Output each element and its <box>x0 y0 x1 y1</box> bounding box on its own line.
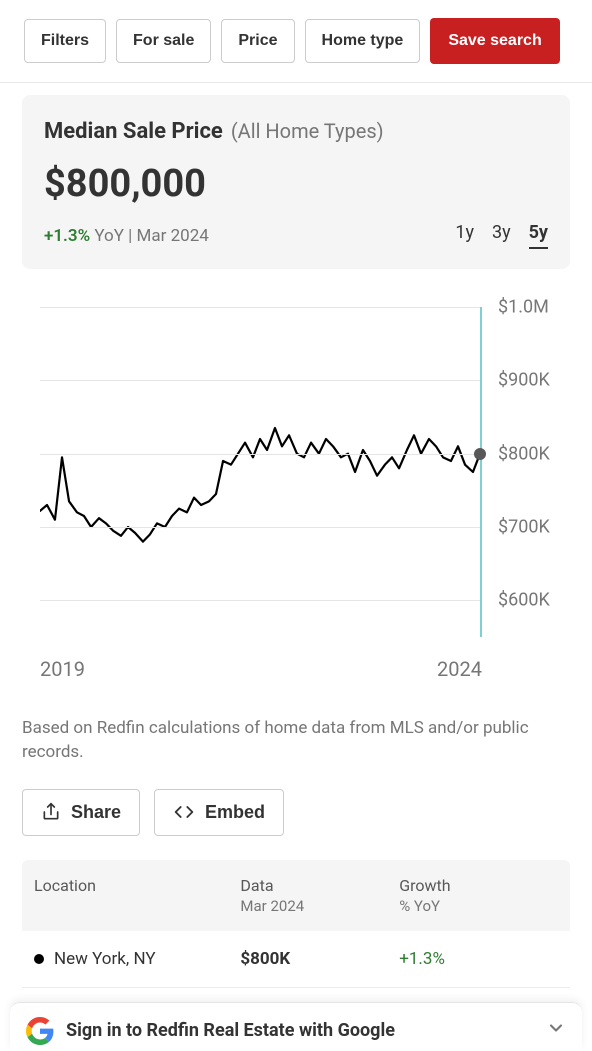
median-price-value: $800,000 <box>44 162 548 206</box>
y-tick-label: $700K <box>498 517 550 538</box>
share-button[interactable]: Share <box>22 789 140 836</box>
range-tab-3y[interactable]: 3y <box>492 222 511 249</box>
google-icon <box>26 1017 54 1045</box>
y-tick-label: $900K <box>498 370 550 391</box>
y-tick-label: $1.0M <box>498 297 549 318</box>
filters-button[interactable]: Filters <box>24 19 106 63</box>
th-data-label: Data <box>240 876 273 895</box>
x-axis-labels: 2019 2024 <box>40 657 482 681</box>
code-icon <box>173 802 195 822</box>
card-title: Median Sale Price <box>44 119 223 144</box>
chart-container: $600K$700K$800K$900K$1.0M 2019 2024 <box>22 307 570 681</box>
th-growth-label: Growth <box>399 876 450 895</box>
th-location: Location <box>34 876 240 915</box>
for-sale-button[interactable]: For sale <box>116 19 211 63</box>
share-label: Share <box>71 802 121 823</box>
y-tick-label: $800K <box>498 443 550 464</box>
range-tabs: 1y 3y 5y <box>455 222 548 249</box>
footnote: Based on Redfin calculations of home dat… <box>22 717 570 765</box>
row-growth: +1.3% <box>399 949 558 969</box>
th-growth: Growth % YoY <box>399 876 558 915</box>
th-data-sub: Mar 2024 <box>240 897 399 915</box>
y-tick-label: $600K <box>498 590 550 611</box>
embed-button[interactable]: Embed <box>154 789 284 836</box>
card-subtitle: (All Home Types) <box>231 119 384 143</box>
chevron-down-icon <box>546 1018 566 1044</box>
y-axis-labels: $600K$700K$800K$900K$1.0M <box>482 307 570 637</box>
range-tab-5y[interactable]: 5y <box>529 222 548 249</box>
th-data: Data Mar 2024 <box>240 876 399 915</box>
x-label-end: 2024 <box>437 657 482 681</box>
price-button[interactable]: Price <box>221 19 294 63</box>
data-table: Location Data Mar 2024 Growth % YoY New … <box>22 860 570 988</box>
summary-card: Median Sale Price (All Home Types) $800,… <box>22 95 570 269</box>
chart-plot[interactable] <box>22 307 482 637</box>
table-row[interactable]: New York, NY $800K +1.3% <box>22 931 570 988</box>
th-growth-sub: % YoY <box>399 897 558 915</box>
share-icon <box>41 802 61 822</box>
yoy-meta: +1.3% YoY | Mar 2024 <box>44 226 209 246</box>
row-data: $800K <box>240 949 399 969</box>
home-type-button[interactable]: Home type <box>305 19 421 63</box>
x-label-start: 2019 <box>40 657 85 681</box>
range-tab-1y[interactable]: 1y <box>455 222 474 249</box>
save-search-button[interactable]: Save search <box>430 18 559 64</box>
series-color-dot <box>34 954 44 964</box>
yoy-text: YoY | Mar 2024 <box>90 226 209 246</box>
yoy-percent: +1.3% <box>44 226 90 246</box>
signin-text: Sign in to Redfin Real Estate with Googl… <box>66 1020 534 1041</box>
filter-bar: Filters For sale Price Home type Save se… <box>0 0 592 83</box>
row-location: New York, NY <box>54 949 156 969</box>
google-signin-bar[interactable]: Sign in to Redfin Real Estate with Googl… <box>10 1002 582 1051</box>
table-header: Location Data Mar 2024 Growth % YoY <box>22 860 570 931</box>
action-row: Share Embed <box>22 789 570 836</box>
embed-label: Embed <box>205 802 265 823</box>
